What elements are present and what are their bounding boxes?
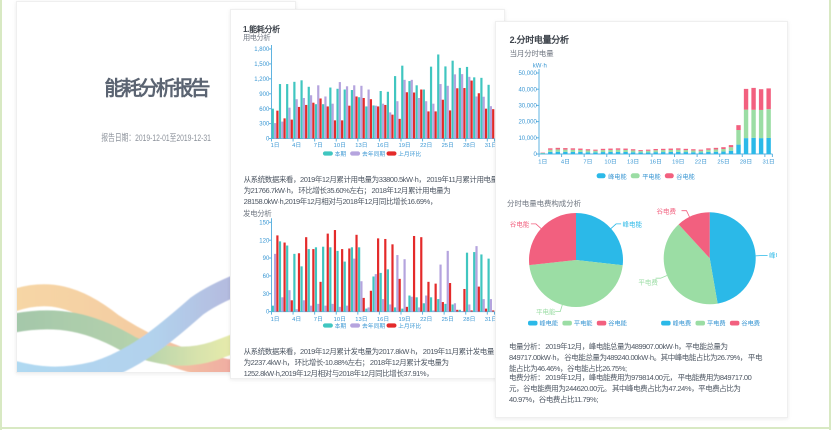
svg-text:31日: 31日	[485, 316, 497, 323]
svg-text:16日: 16日	[377, 316, 389, 323]
svg-text:150: 150	[259, 220, 270, 226]
svg-text:去年同期: 去年同期	[362, 150, 385, 158]
svg-text:31日: 31日	[485, 142, 497, 149]
svg-text:120: 120	[259, 238, 270, 244]
svg-text:平电能: 平电能	[642, 173, 661, 181]
svg-text:10,000: 10,000	[518, 136, 537, 142]
svg-text:4日: 4日	[292, 142, 301, 149]
svg-text:1日: 1日	[271, 142, 280, 149]
svg-text:1日: 1日	[538, 159, 547, 166]
svg-text:31日: 31日	[762, 159, 774, 166]
svg-text:19日: 19日	[398, 316, 410, 323]
svg-text:10日: 10日	[604, 159, 616, 166]
svg-text:0: 0	[266, 137, 270, 143]
svg-text:40,000: 40,000	[518, 87, 537, 93]
svg-text:峰电能: 峰电能	[623, 219, 643, 228]
svg-text:10日: 10日	[334, 142, 346, 149]
svg-text:0: 0	[266, 310, 270, 316]
svg-text:1,800: 1,800	[254, 47, 270, 53]
svg-text:300: 300	[259, 122, 270, 128]
svg-text:13日: 13日	[355, 316, 367, 323]
svg-text:50,000: 50,000	[518, 71, 537, 77]
svg-text:10日: 10日	[334, 316, 346, 323]
svg-text:28日: 28日	[463, 142, 475, 149]
svg-text:谷电能: 谷电能	[608, 320, 627, 328]
svg-text:4日: 4日	[561, 159, 570, 166]
svg-text:kW·h: kW·h	[533, 64, 547, 70]
svg-text:13日: 13日	[627, 159, 639, 166]
svg-text:平电费: 平电费	[707, 320, 726, 328]
svg-text:峰电费: 峰电费	[769, 251, 788, 260]
svg-text:25日: 25日	[442, 142, 454, 149]
svg-text:谷电能: 谷电能	[676, 173, 695, 181]
svg-text:1,200: 1,200	[254, 77, 270, 83]
svg-text:平电能: 平电能	[574, 320, 593, 328]
svg-text:25日: 25日	[442, 316, 454, 323]
svg-text:600: 600	[259, 107, 270, 113]
svg-text:谷电能: 谷电能	[510, 219, 530, 228]
svg-text:峰电费: 峰电费	[673, 320, 692, 328]
svg-text:峰电能: 峰电能	[540, 320, 559, 328]
svg-text:13日: 13日	[355, 142, 367, 149]
svg-text:19日: 19日	[672, 159, 684, 166]
svg-text:谷电费: 谷电费	[657, 207, 677, 216]
svg-text:上月环比: 上月环比	[398, 150, 421, 158]
svg-text:28日: 28日	[740, 159, 752, 166]
svg-text:28日: 28日	[463, 316, 475, 323]
svg-text:30,000: 30,000	[518, 104, 537, 110]
svg-text:25日: 25日	[717, 159, 729, 166]
svg-text:20,000: 20,000	[518, 120, 537, 126]
svg-text:22日: 22日	[420, 142, 432, 149]
svg-text:上月环比: 上月环比	[398, 322, 421, 330]
svg-text:去年同期: 去年同期	[362, 322, 385, 330]
svg-text:本期: 本期	[335, 150, 347, 158]
svg-text:1,500: 1,500	[254, 62, 270, 68]
svg-text:谷电费: 谷电费	[741, 320, 760, 328]
svg-text:峰电能: 峰电能	[608, 173, 627, 181]
svg-text:90: 90	[263, 256, 270, 262]
svg-text:4日: 4日	[292, 316, 301, 323]
svg-text:22日: 22日	[420, 316, 432, 323]
svg-text:19日: 19日	[398, 142, 410, 149]
svg-text:16日: 16日	[377, 142, 389, 149]
svg-text:7日: 7日	[314, 316, 323, 323]
svg-text:60: 60	[263, 274, 270, 280]
svg-text:0: 0	[533, 152, 537, 158]
svg-text:平电费: 平电费	[638, 278, 658, 287]
svg-text:平电能: 平电能	[536, 307, 556, 316]
svg-text:16日: 16日	[650, 159, 662, 166]
svg-text:本期: 本期	[335, 322, 347, 330]
svg-text:7日: 7日	[583, 159, 592, 166]
svg-text:30: 30	[263, 292, 270, 298]
svg-text:1日: 1日	[271, 316, 280, 323]
svg-text:22日: 22日	[695, 159, 707, 166]
svg-text:900: 900	[259, 92, 270, 98]
svg-text:7日: 7日	[314, 142, 323, 149]
